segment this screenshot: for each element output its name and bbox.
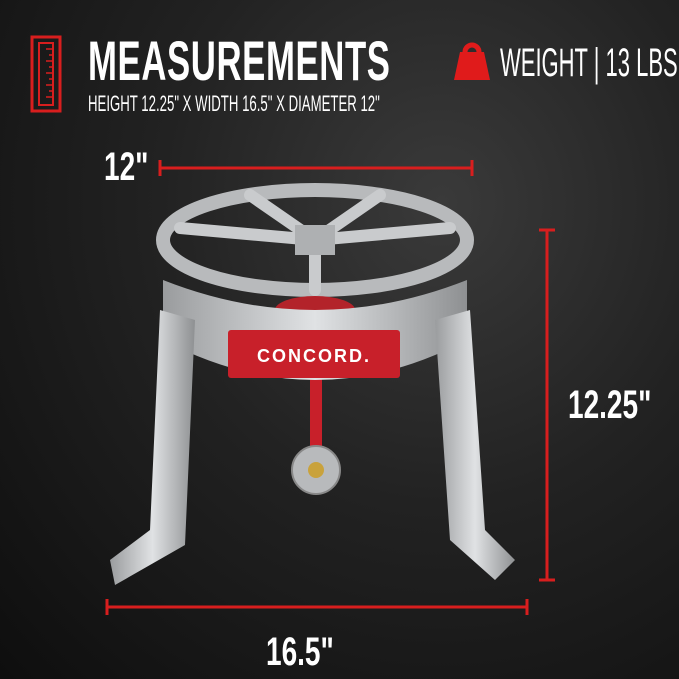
weight-icon [454,42,490,80]
diameter-label: 12" [104,145,149,189]
brand-label: CONCORD. [257,346,371,366]
dimensions-subtitle: HEIGHT 12.25" X WIDTH 16.5" X DIAMETER 1… [88,91,380,116]
page-title: MEASUREMENTS [88,29,391,92]
ruler-icon [30,35,62,113]
height-label: 12.25" [568,383,652,427]
diameter-line [158,160,474,176]
height-line [539,228,555,582]
width-label: 16.5" [266,630,334,674]
width-line [105,599,529,615]
weight-label: WEIGHT | 13 LBS [500,41,678,85]
